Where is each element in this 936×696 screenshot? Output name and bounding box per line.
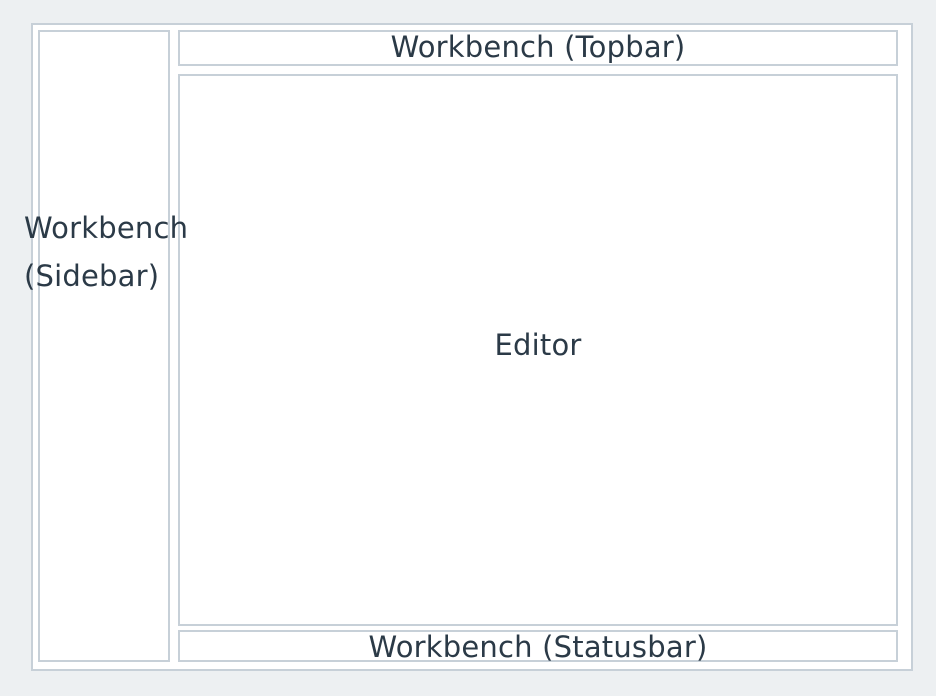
topbar-label: Workbench (Topbar) bbox=[390, 30, 686, 64]
editor-label: Editor bbox=[494, 328, 582, 362]
sidebar-label-line-1: Workbench bbox=[24, 211, 189, 245]
sidebar-label-line-2: (Sidebar) bbox=[24, 259, 160, 293]
editor-region bbox=[178, 74, 898, 626]
sidebar-label: Workbench (Sidebar) bbox=[24, 204, 204, 300]
sidebar-region bbox=[38, 30, 170, 662]
statusbar-label: Workbench (Statusbar) bbox=[368, 630, 708, 664]
statusbar-region bbox=[178, 630, 898, 662]
topbar-region bbox=[178, 30, 898, 66]
